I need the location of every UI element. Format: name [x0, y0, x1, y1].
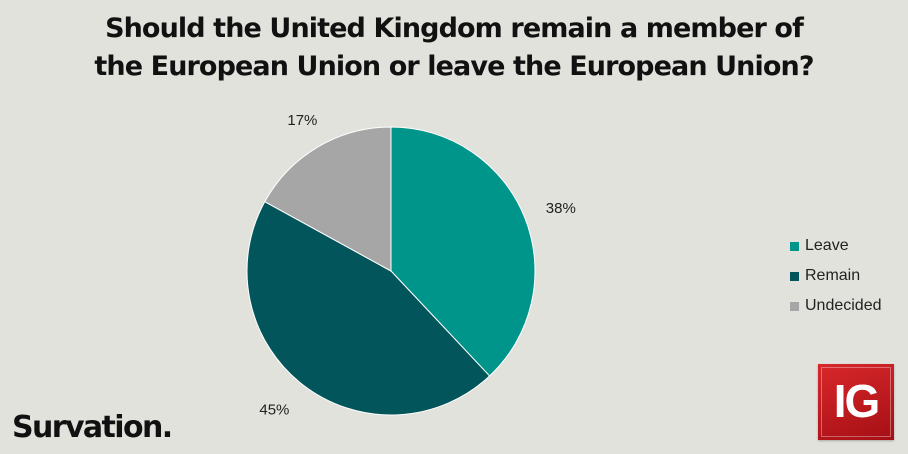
ig-logo-text: IG	[833, 375, 881, 427]
legend-swatch-undecided	[790, 301, 799, 311]
legend-swatch-remain	[790, 271, 799, 281]
legend-item-leave: Leave	[790, 231, 882, 261]
legend-item-undecided: Undecided	[790, 291, 882, 321]
pie-slice-remain	[246, 200, 491, 416]
legend: Leave Remain Undecided	[790, 231, 882, 321]
legend-label-leave: Leave	[805, 237, 849, 254]
legend-label-undecided: Undecided	[805, 297, 882, 314]
chart-title: Should the United Kingdom remain a membe…	[0, 10, 908, 86]
pie-slice-leave	[390, 126, 536, 377]
chart-title-line-2: the European Union or leave the European…	[94, 51, 814, 82]
survation-logo: Survation.	[12, 410, 173, 445]
pie-slice-undecided	[264, 126, 392, 272]
data-label-undecided: 17%	[287, 112, 317, 129]
legend-swatch-leave	[790, 241, 799, 251]
legend-label-remain: Remain	[805, 267, 861, 284]
legend-item-remain: Remain	[790, 261, 882, 291]
chart-title-line-1: Should the United Kingdom remain a membe…	[105, 13, 804, 44]
data-label-remain: 45%	[259, 402, 289, 419]
data-label-leave: 38%	[546, 200, 576, 217]
ig-logo: IG	[818, 364, 894, 440]
